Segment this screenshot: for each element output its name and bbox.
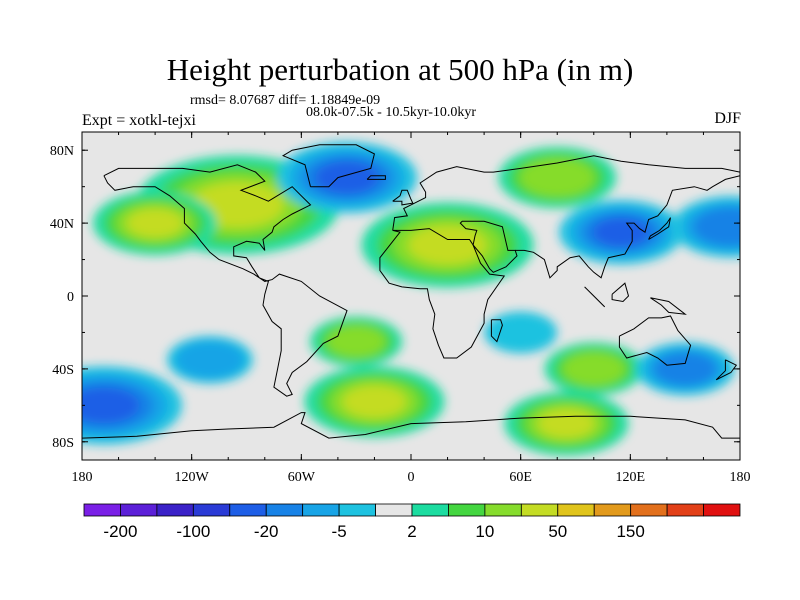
coastline — [103, 164, 348, 397]
colorbar: -200 -100 -20 -5 2 10 50 150 — [83, 503, 741, 541]
anomaly-center — [82, 366, 182, 445]
colorbar-swatch — [338, 503, 376, 517]
coastline — [490, 319, 503, 343]
anomaly-contour — [126, 208, 184, 238]
anomaly-contour — [342, 385, 407, 418]
coastlines — [82, 144, 740, 439]
experiment-label: Expt = xotkl-tejxi — [82, 112, 196, 129]
coastline — [392, 189, 414, 206]
anomaly-field — [82, 132, 740, 460]
anomaly-center — [635, 342, 735, 396]
coastline — [392, 155, 740, 231]
colorbar-tick-label: 10 — [475, 522, 494, 541]
anomaly-contour — [174, 340, 245, 380]
coastline — [584, 286, 606, 308]
coastline — [379, 228, 506, 359]
coastline — [618, 315, 692, 366]
y-tick-label: 80S — [52, 436, 74, 451]
anomaly-center — [93, 191, 218, 256]
colorbar-swatch — [520, 503, 559, 517]
coastline — [82, 412, 740, 439]
colorbar-swatch — [229, 503, 267, 517]
anomaly-center — [277, 142, 418, 214]
colorbar-tick-label: 50 — [548, 522, 567, 541]
anomaly-contour — [315, 161, 379, 194]
x-tick-label: 120E — [616, 470, 646, 485]
coastline — [459, 220, 518, 273]
colorbar-swatch — [557, 503, 595, 517]
colorbar-swatch — [83, 503, 121, 517]
anomaly-contour — [519, 158, 595, 198]
anomaly-contour — [408, 225, 487, 265]
colorbar-swatch — [375, 503, 413, 517]
anomaly-contour — [484, 311, 558, 354]
colorbar-tick-label: 150 — [616, 522, 644, 541]
anomaly-contour — [693, 207, 740, 247]
anomaly-contour — [326, 325, 386, 358]
x-tick-label: 60E — [509, 470, 532, 485]
colorbar-tick-label: -5 — [332, 522, 347, 541]
coastline — [650, 297, 687, 315]
x-tick-label: 120W — [175, 470, 210, 485]
colorbar-swatch — [703, 503, 741, 517]
chart-title: Height perturbation at 500 hPa (in m) — [166, 52, 634, 87]
y-tick-label: 0 — [67, 290, 74, 305]
anomaly-center — [504, 391, 629, 456]
rmsd-diff-label: rmsd= 8.07687 diff= 1.18849e-09 — [190, 93, 381, 108]
coastline — [281, 144, 375, 188]
coastline — [715, 359, 738, 381]
y-tick-label: 40S — [52, 363, 74, 378]
colorbar-swatch — [192, 503, 231, 517]
anomaly-center — [498, 146, 617, 209]
anomaly-contour — [562, 352, 626, 386]
colorbar-swatch — [156, 503, 194, 517]
y-axis: 80N 40N 0 40S 80S — [50, 144, 740, 451]
colorbar-tick-label: -100 — [176, 522, 210, 541]
colorbar-swatch — [411, 503, 449, 517]
x-axis: 180 120W 60W 0 60E 120E 180 — [72, 132, 751, 485]
colorbar-swatch — [265, 503, 304, 517]
y-tick-label: 40N — [50, 217, 74, 232]
period-label: 08.0k-07.5k - 10.5kyr-10.0kyr — [306, 105, 477, 120]
coastline — [611, 282, 630, 303]
coastline — [648, 217, 671, 240]
coastline — [366, 175, 386, 180]
colorbar-tick-label: -20 — [254, 522, 279, 541]
anomaly-center — [167, 336, 253, 384]
colorbar-tick-label: -200 — [103, 522, 137, 541]
coastline — [515, 175, 740, 279]
x-tick-label: 180 — [730, 470, 751, 485]
anomaly-center — [310, 316, 403, 367]
x-tick-label: 180 — [72, 470, 93, 485]
anomaly-center — [304, 366, 445, 438]
colorbar-swatch — [666, 503, 704, 517]
colorbar-tick-label: 2 — [407, 522, 416, 541]
anomaly-center — [672, 196, 740, 258]
x-tick-label: 0 — [408, 470, 415, 485]
anomaly-center — [484, 311, 558, 354]
anomaly-contour — [538, 409, 595, 439]
colorbar-swatch — [302, 503, 340, 517]
colorbar-swatch — [593, 503, 632, 517]
anomaly-contour — [82, 387, 140, 424]
x-tick-label: 60W — [288, 470, 316, 485]
colorbar-swatch — [630, 503, 668, 517]
colorbar-swatch — [448, 503, 486, 517]
anomaly-center — [361, 202, 534, 288]
anomaly-center — [544, 342, 643, 396]
anomaly-contour — [653, 352, 717, 386]
colorbar-swatch — [120, 503, 158, 517]
season-label: DJF — [714, 110, 741, 127]
colorbar-swatch — [484, 503, 522, 517]
y-tick-label: 80N — [50, 144, 74, 159]
anomaly-contour — [593, 217, 650, 247]
